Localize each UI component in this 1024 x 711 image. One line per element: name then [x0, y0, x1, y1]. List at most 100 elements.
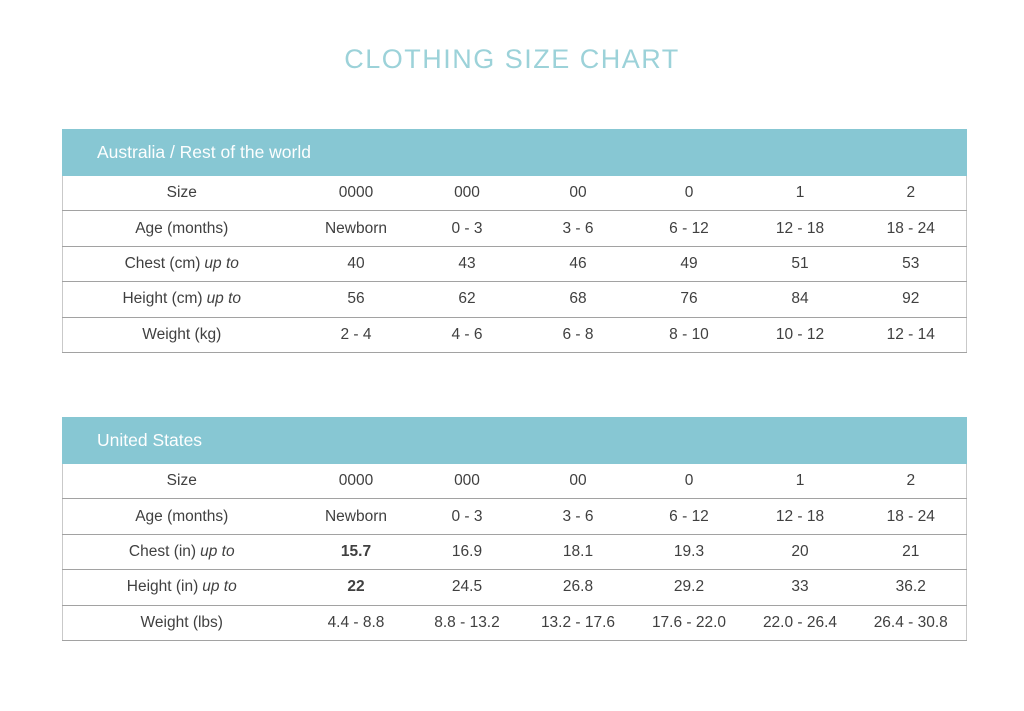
value-cell: 0: [633, 464, 745, 500]
row-label: Chest (in) up to: [62, 534, 301, 571]
value-cell: 2: [855, 176, 967, 212]
value-cell: 00: [522, 176, 634, 212]
value-cell: 10 - 12: [744, 317, 856, 353]
value-cell: 36.2: [855, 569, 967, 606]
value-cell: 19.3: [633, 534, 745, 571]
row-label: Age (months): [62, 210, 301, 247]
row-label-qualifier: up to: [204, 254, 239, 272]
value-cell: 56: [300, 281, 412, 318]
value-cell: 12 - 14: [855, 317, 967, 353]
value-cell: 16.9: [411, 534, 523, 571]
value-cell: 1: [744, 176, 856, 212]
value-cell: 49: [633, 246, 745, 283]
table-row: Chest (cm) up to 40 43 46 49 51 53: [62, 246, 967, 283]
value-cell: 6 - 12: [633, 210, 745, 247]
value-cell: 62: [411, 281, 523, 318]
row-label-text: Height (in): [126, 578, 199, 596]
value-cell: 17.6 - 22.0: [633, 605, 745, 641]
value-cell: 18 - 24: [855, 498, 967, 535]
value-cell: 22: [300, 569, 412, 606]
size-table-australia: Australia / Rest of the world Size 0000 00…: [62, 129, 967, 353]
size-table-united-states: United States Size 0000 000 00 0 1 2 Age (month…: [62, 417, 967, 641]
value-cell: 0000: [300, 176, 412, 212]
value-cell: 6 - 8: [522, 317, 634, 353]
australia-data-table: Size 0000 000 00 0 1 2 Age (months) Newborn 0 - 3…: [62, 176, 967, 353]
region-header-australia: Australia / Rest of the world: [62, 129, 967, 176]
value-cell: 12 - 18: [744, 498, 856, 535]
value-cell: 1: [744, 464, 856, 500]
value-cell: 00: [522, 464, 634, 500]
value-cell: 29.2: [633, 569, 745, 606]
value-cell: 000: [411, 176, 523, 212]
row-label: Height (in) up to: [62, 569, 301, 606]
value-cell: 0 - 3: [411, 210, 523, 247]
row-label-qualifier: up to: [206, 290, 242, 308]
value-cell: 68: [522, 281, 634, 318]
value-cell: 46: [522, 246, 634, 283]
value-cell: 4.4 - 8.8: [300, 605, 412, 641]
value-cell: 26.4 - 30.8: [855, 605, 967, 641]
row-label-text: Chest (in): [128, 542, 197, 560]
value-cell: 3 - 6: [522, 210, 634, 247]
value-cell: 18.1: [522, 534, 634, 571]
row-label: Height (cm) up to: [62, 281, 301, 318]
value-cell: 2 - 4: [300, 317, 412, 353]
value-cell: 21: [855, 534, 967, 571]
row-label: Weight (lbs): [62, 605, 301, 641]
value-cell: 43: [411, 246, 523, 283]
australia-table-body: Size 0000 000 00 0 1 2 Age (months) Newborn 0 - 3…: [62, 176, 967, 353]
row-label: Weight (kg): [62, 317, 301, 353]
value-cell: 84: [744, 281, 856, 318]
value-cell: Newborn: [300, 498, 412, 535]
value-cell: 18 - 24: [855, 210, 967, 247]
row-label: Size: [62, 464, 301, 500]
united-states-data-table: Size 0000 000 00 0 1 2 Age (months) Newborn 0 - 3…: [62, 464, 967, 641]
row-label-qualifier: up to: [200, 542, 235, 560]
value-cell: Newborn: [300, 210, 412, 247]
table-row: Chest (in) up to 15.7 16.9 18.1 19.3 20 21: [62, 534, 967, 571]
value-cell: 8 - 10: [633, 317, 745, 353]
value-cell: 20: [744, 534, 856, 571]
table-row: Height (cm) up to 56 62 68 76 84 92: [62, 281, 967, 318]
value-cell: 15.7: [300, 534, 412, 571]
value-cell: 4 - 6: [411, 317, 523, 353]
row-label: Age (months): [62, 498, 301, 535]
table-row: Size 0000 000 00 0 1 2: [62, 464, 967, 500]
row-label: Size: [62, 176, 301, 212]
value-cell: 22.0 - 26.4: [744, 605, 856, 641]
value-cell: 40: [300, 246, 412, 283]
value-cell: 26.8: [522, 569, 634, 606]
value-cell: 92: [855, 281, 967, 318]
row-label-text: Size: [166, 184, 197, 202]
table-row: Height (in) up to 22 24.5 26.8 29.2 33 36.2: [62, 569, 967, 606]
value-cell: 53: [855, 246, 967, 283]
value-cell: 24.5: [411, 569, 523, 606]
row-label-text: Weight (kg): [142, 325, 222, 343]
value-cell: 0 - 3: [411, 498, 523, 535]
value-cell: 76: [633, 281, 745, 318]
value-cell: 6 - 12: [633, 498, 745, 535]
region-header-united-states: United States: [62, 417, 967, 464]
row-label: Chest (cm) up to: [62, 246, 301, 283]
value-cell: 12 - 18: [744, 210, 856, 247]
row-label-text: Age (months): [135, 219, 229, 237]
row-label-text: Chest (cm): [124, 254, 201, 272]
value-cell: 13.2 - 17.6: [522, 605, 634, 641]
page-title: CLOTHING SIZE CHART: [344, 44, 680, 74]
row-label-text: Weight (lbs): [140, 613, 223, 631]
row-label-text: Age (months): [135, 507, 229, 525]
value-cell: 33: [744, 569, 856, 606]
value-cell: 8.8 - 13.2: [411, 605, 523, 641]
value-cell: 0000: [300, 464, 412, 500]
table-row: Size 0000 000 00 0 1 2: [62, 176, 967, 212]
row-label-text: Size: [166, 472, 197, 490]
value-cell: 0: [633, 176, 745, 212]
value-cell: 000: [411, 464, 523, 500]
value-cell: 2: [855, 464, 967, 500]
value-cell: 3 - 6: [522, 498, 634, 535]
row-label-text: Height (cm): [122, 290, 203, 308]
row-label-qualifier: up to: [202, 578, 237, 596]
